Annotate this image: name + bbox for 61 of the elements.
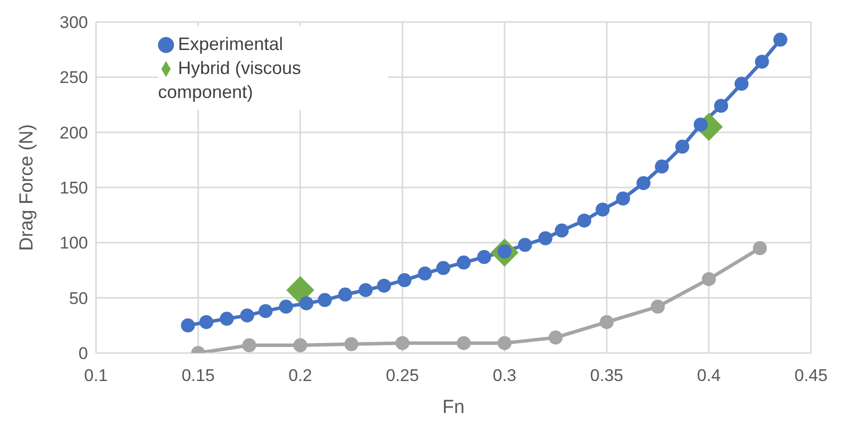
point bbox=[754, 54, 769, 69]
x-axis-title: Fn bbox=[442, 397, 465, 418]
point bbox=[395, 336, 410, 350]
x-tick-label: 0.45 bbox=[794, 366, 828, 386]
point bbox=[456, 336, 471, 350]
y-tick-label: 50 bbox=[69, 288, 88, 308]
point bbox=[278, 300, 293, 314]
point bbox=[702, 272, 716, 286]
y-tick-label: 200 bbox=[60, 123, 88, 142]
y-tick-label: 250 bbox=[60, 68, 88, 88]
point bbox=[498, 336, 512, 350]
point bbox=[477, 250, 492, 264]
point bbox=[242, 338, 256, 352]
point bbox=[654, 160, 669, 174]
point bbox=[220, 312, 234, 326]
point bbox=[600, 315, 614, 330]
y-tick-label: 150 bbox=[60, 178, 88, 198]
x-tick-label: 0.4 bbox=[697, 366, 721, 386]
y-axis-title: Drag Force (N) bbox=[16, 124, 38, 251]
point bbox=[358, 283, 373, 298]
point bbox=[650, 300, 665, 314]
point bbox=[344, 337, 358, 352]
point bbox=[694, 118, 708, 132]
x-tick-label: 0.25 bbox=[386, 366, 419, 386]
point bbox=[293, 338, 308, 352]
point bbox=[596, 202, 610, 217]
point bbox=[199, 315, 214, 330]
point bbox=[240, 308, 254, 322]
point bbox=[675, 140, 690, 154]
x-tick-label: 0.3 bbox=[492, 366, 516, 386]
point bbox=[538, 231, 552, 246]
point bbox=[258, 304, 273, 318]
point bbox=[286, 276, 314, 304]
point bbox=[577, 214, 592, 228]
point bbox=[418, 266, 432, 281]
y-tick-label: 300 bbox=[60, 13, 88, 32]
point bbox=[377, 278, 392, 293]
legend-label: Experimental bbox=[178, 34, 284, 54]
point bbox=[338, 288, 352, 302]
x-tick-label: 0.2 bbox=[288, 366, 312, 386]
point bbox=[752, 241, 767, 256]
point bbox=[456, 256, 471, 270]
point bbox=[734, 76, 749, 91]
point bbox=[299, 296, 314, 310]
point bbox=[436, 261, 450, 276]
y-tick-label: 100 bbox=[60, 234, 88, 253]
point bbox=[397, 273, 412, 288]
x-tick-label: 0.15 bbox=[182, 366, 215, 386]
point bbox=[180, 318, 195, 332]
point bbox=[554, 224, 569, 238]
point bbox=[548, 330, 563, 345]
y-tick-label: 0 bbox=[78, 344, 88, 364]
legend-label: Hybrid (viscous component) bbox=[158, 58, 302, 102]
x-tick-label: 0.1 bbox=[84, 366, 108, 386]
point bbox=[318, 293, 332, 308]
point bbox=[773, 32, 788, 47]
point bbox=[714, 98, 728, 113]
point bbox=[636, 176, 650, 190]
x-tick-label: 0.35 bbox=[590, 366, 624, 386]
point bbox=[518, 238, 532, 252]
point bbox=[616, 192, 630, 206]
